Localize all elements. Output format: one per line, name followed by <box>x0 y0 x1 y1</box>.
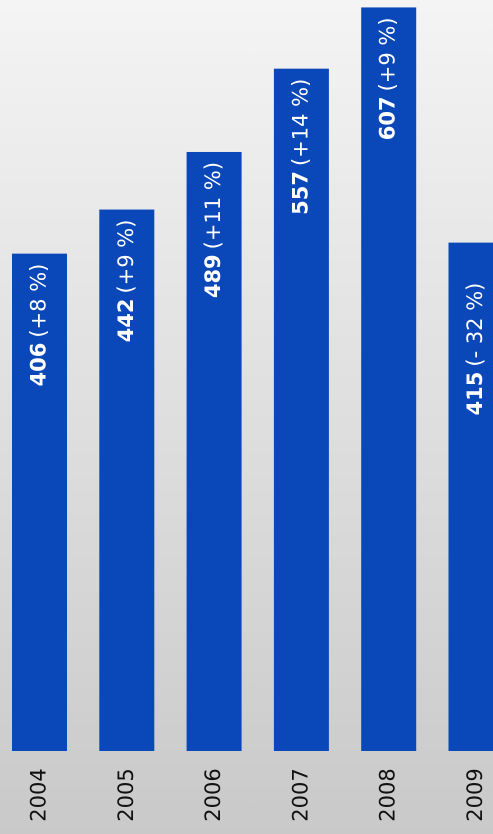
bar <box>99 209 155 752</box>
bar-change: (+9 %) <box>114 220 138 294</box>
bar-value: 415 <box>463 372 487 416</box>
bar-change: (- 32 %) <box>463 283 487 367</box>
bar-value: 489 <box>201 254 225 298</box>
x-tick-label: 2005 <box>114 768 138 821</box>
bar <box>273 68 329 752</box>
bar-value: 557 <box>288 171 312 215</box>
bar-label: 489 (+11 %) <box>201 162 225 298</box>
bar-change: (+8 %) <box>27 264 51 338</box>
bar-label: 557 (+14 %) <box>288 79 312 215</box>
bar <box>186 151 242 752</box>
bar-label: 607 (+9 %) <box>376 17 400 140</box>
bar-change: (+9 %) <box>376 17 400 91</box>
x-tick-label: 2006 <box>201 768 225 821</box>
x-tick-label: 2004 <box>27 768 51 821</box>
bar <box>361 7 417 752</box>
bar <box>12 253 67 751</box>
bar-label: 406 (+8 %) <box>27 264 51 387</box>
bar-value: 406 <box>27 343 51 387</box>
x-tick-label: 2007 <box>288 768 312 821</box>
bar-value: 442 <box>114 299 138 343</box>
bar-value: 607 <box>376 96 400 140</box>
bar-change: (+14 %) <box>288 79 312 166</box>
bar-change: (+11 %) <box>201 162 225 249</box>
x-tick-label: 2008 <box>376 768 400 821</box>
bar-label: 415 (- 32 %) <box>463 283 487 416</box>
x-tick-label: 2009 <box>463 768 487 821</box>
bar <box>448 242 493 751</box>
bar-label: 442 (+9 %) <box>114 220 138 343</box>
